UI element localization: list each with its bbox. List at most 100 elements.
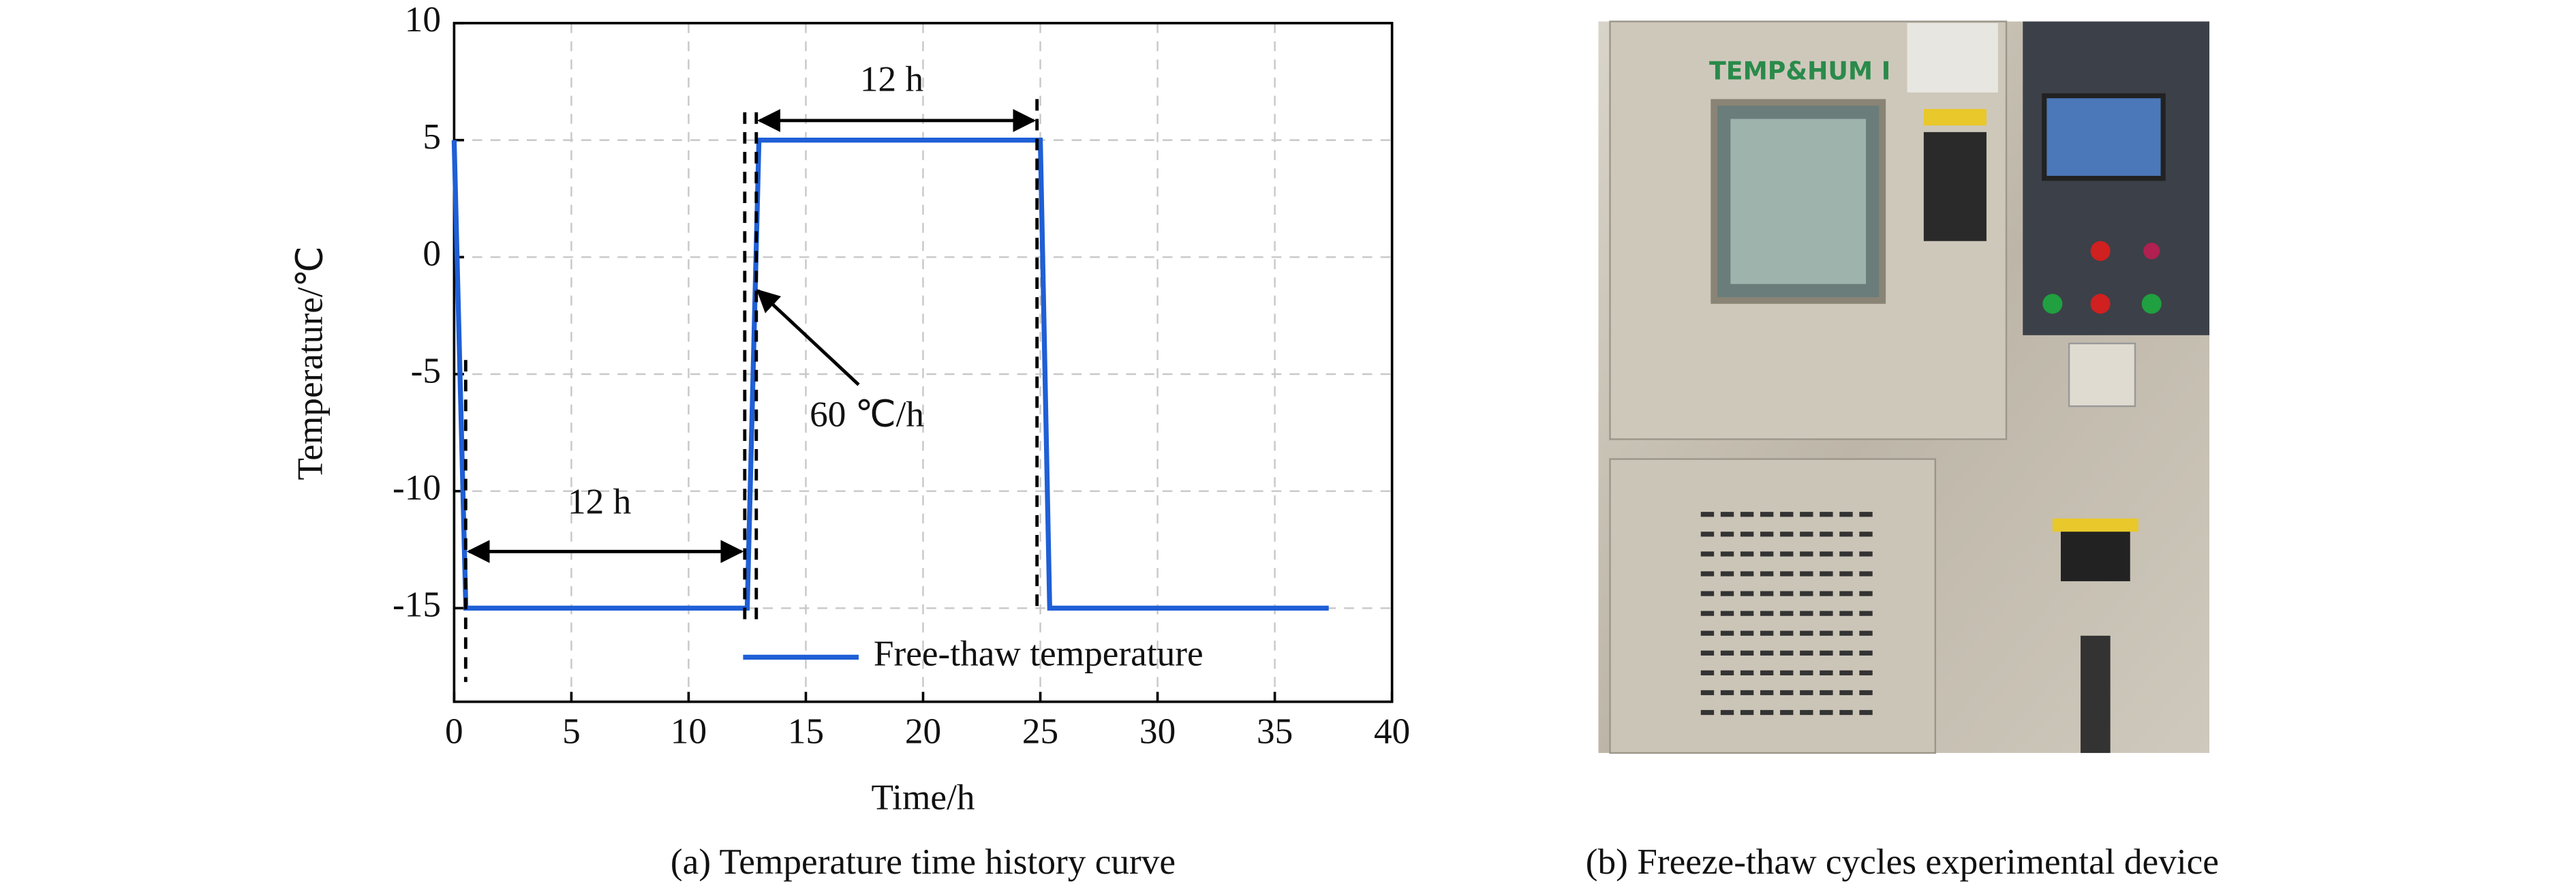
vent-slot <box>1859 650 1873 656</box>
x-tick-label: 0 <box>445 711 463 751</box>
vent-slot <box>1800 551 1813 557</box>
vent-slot <box>1720 670 1734 676</box>
vent-slot <box>1800 630 1813 636</box>
screen <box>2042 93 2166 181</box>
button <box>2090 294 2111 314</box>
socket <box>2068 342 2136 408</box>
vent-slot <box>1740 532 1754 537</box>
vent-slot <box>1820 611 1833 616</box>
vent-slot <box>1760 709 1774 716</box>
y-tick-label: -15 <box>393 585 441 625</box>
vent-slot <box>1859 551 1873 557</box>
device-photo: TEMP&HUM I <box>1598 20 2210 754</box>
caption: (b) Freeze-thaw cycles experimental devi… <box>1586 842 2219 882</box>
vent-slot <box>1780 709 1794 716</box>
vent-slot <box>1720 650 1734 656</box>
y-tick-label: 5 <box>423 117 441 157</box>
vent-slot <box>1859 690 1873 696</box>
vent-slot <box>1839 551 1853 557</box>
axes-frame <box>453 22 1394 703</box>
vent-slot <box>1859 532 1873 537</box>
annotation: 60 ℃/h <box>810 394 924 434</box>
button <box>2141 294 2162 314</box>
vent-slot <box>1820 690 1833 696</box>
x-tick-label: 25 <box>1022 711 1058 751</box>
lower-door <box>1609 458 1937 754</box>
vent-slot <box>1859 512 1873 517</box>
vent-slot <box>1820 630 1833 636</box>
vent-slot <box>1760 512 1774 517</box>
vent-slot <box>1839 690 1853 696</box>
vent-slot <box>1859 591 1873 596</box>
vent-slot <box>1760 630 1774 636</box>
vent-slot <box>1800 591 1813 596</box>
vent-slot <box>1700 630 1715 636</box>
y-tick-label: -5 <box>411 350 441 390</box>
vent-slot <box>1780 512 1794 517</box>
sticker <box>2052 518 2138 532</box>
x-tick-label: 30 <box>1139 711 1176 751</box>
vent-slot <box>1720 591 1734 596</box>
vent-slot <box>1720 709 1734 716</box>
vent-slot <box>1740 630 1754 636</box>
warning-labels <box>1907 22 1998 93</box>
vent-slot <box>1760 690 1774 696</box>
rate-arrow <box>756 289 860 386</box>
x-tick-label: 35 <box>1257 711 1293 751</box>
vent-slot <box>1740 551 1754 557</box>
vent-slot <box>1800 532 1813 537</box>
vent-slot <box>1720 611 1734 616</box>
vent-slot <box>1740 670 1754 676</box>
vent-slot <box>1859 709 1873 716</box>
vent-slot <box>1700 551 1715 557</box>
vent-slot <box>1859 630 1873 636</box>
vent-slot <box>1839 591 1853 596</box>
x-tick-label: 5 <box>562 711 581 751</box>
vent-slot <box>1839 512 1853 517</box>
annotation: 12 h <box>568 482 631 522</box>
x-tick-label: 15 <box>788 711 824 751</box>
vent-slot <box>1839 571 1853 577</box>
vent-slot <box>1700 690 1715 696</box>
vent-slot <box>1800 512 1813 517</box>
vent-slot <box>1839 532 1853 537</box>
annotations: 12 h 12 h 60 ℃/h <box>463 59 1039 682</box>
vent-slot <box>1780 611 1794 616</box>
button <box>2042 294 2063 314</box>
plot-area: 0 5 10 15 20 25 30 35 40 -15 -10 -5 0 5 10 Free-thaw te… <box>393 0 1410 751</box>
y-axis-label: Temperature/℃ <box>290 246 331 480</box>
vent-slot <box>1780 650 1794 656</box>
vent-slot <box>1720 571 1734 577</box>
flowmeter <box>2081 635 2111 753</box>
vent-slot <box>1740 591 1754 596</box>
vent-slot <box>1780 532 1794 537</box>
vent-slot <box>1780 690 1794 696</box>
vent-slot <box>1740 709 1754 716</box>
sticker <box>1923 108 1987 126</box>
annotation: 12 h <box>860 59 923 99</box>
vent-slot <box>1800 571 1813 577</box>
vent-slot <box>1740 650 1754 656</box>
vent-slot <box>1700 591 1715 596</box>
caption: (a) Temperature time history curve <box>671 842 1176 882</box>
x-axis-label: Time/h <box>871 777 975 817</box>
vent-slot <box>1780 571 1794 577</box>
vent-slot <box>1760 611 1774 616</box>
x-tick-label: 40 <box>1374 711 1410 751</box>
vent-slot <box>1820 591 1833 596</box>
x-tick-label: 20 <box>905 711 941 751</box>
vent-slot <box>1740 690 1754 696</box>
vent-slot <box>1720 532 1734 537</box>
y-tick-label: -10 <box>393 467 441 508</box>
y-tick-label: 10 <box>405 0 441 40</box>
lamp <box>2090 241 2111 261</box>
vent-slot <box>1720 630 1734 636</box>
vent-slot <box>1760 571 1774 577</box>
vent-slot <box>1780 670 1794 676</box>
vent-slot <box>1720 690 1734 696</box>
vent-slot <box>1700 670 1715 676</box>
panel-label: TEMP&HUM I <box>1709 57 1890 86</box>
handle <box>1923 132 1987 241</box>
y-tick-label: 0 <box>423 234 441 274</box>
